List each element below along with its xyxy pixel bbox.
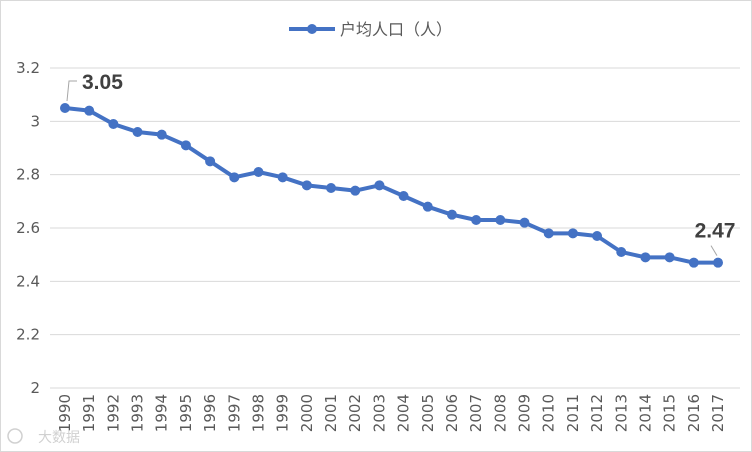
x-tick-label: 2002 xyxy=(346,394,364,432)
x-tick-label: 2005 xyxy=(419,394,437,432)
x-tick-label: 2003 xyxy=(370,394,388,432)
data-point[interactable] xyxy=(326,183,337,193)
x-tick-label: 2001 xyxy=(322,394,340,432)
data-label: 2.47 xyxy=(695,220,736,243)
data-point[interactable] xyxy=(180,140,191,151)
y-tick-label: 2.2 xyxy=(16,326,40,344)
y-tick-label: 3.2 xyxy=(16,59,40,77)
data-point[interactable] xyxy=(446,209,457,220)
x-tick-label: 2012 xyxy=(588,394,606,432)
data-point[interactable] xyxy=(350,185,361,196)
data-point[interactable] xyxy=(519,217,530,228)
data-point[interactable] xyxy=(374,180,385,191)
y-tick-label: 2 xyxy=(30,379,40,397)
x-tick-label: 1996 xyxy=(201,394,219,432)
y-axis-tick-labels: 2 2.2 2.4 2.6 2.8 3 3.2 xyxy=(16,59,40,397)
y-tick-label: 2.4 xyxy=(16,272,40,290)
x-tick-label: 2011 xyxy=(564,394,582,432)
x-tick-label: 2009 xyxy=(516,394,534,432)
x-tick-label: 1995 xyxy=(177,394,195,432)
data-point[interactable] xyxy=(301,180,312,191)
data-point[interactable] xyxy=(422,201,433,212)
x-tick-label: 2010 xyxy=(540,394,558,432)
data-label-leader xyxy=(710,245,718,256)
data-point[interactable] xyxy=(616,247,627,257)
data-label: 3.05 xyxy=(82,71,123,94)
data-point[interactable] xyxy=(471,215,482,225)
data-point[interactable] xyxy=(60,103,70,113)
x-axis-tick-labels: 1990 1991 1992 1993 1994 1995 1996 1997 1998 1999… xyxy=(56,394,727,432)
watermark-logo-icon xyxy=(7,428,23,444)
gridlines xyxy=(50,67,740,389)
x-tick-label: 1990 xyxy=(56,394,74,432)
legend[interactable]: 户均人口（人） xyxy=(289,20,452,39)
data-point[interactable] xyxy=(205,156,216,167)
x-tick-label: 1993 xyxy=(129,394,147,432)
data-point[interactable] xyxy=(398,191,409,201)
x-tick-label: 1994 xyxy=(153,394,171,432)
x-tick-label: 2007 xyxy=(467,394,485,432)
x-tick-label: 1999 xyxy=(274,394,292,432)
data-point[interactable] xyxy=(640,252,651,263)
data-point[interactable] xyxy=(253,167,264,177)
data-point[interactable] xyxy=(567,228,578,239)
y-tick-label: 3 xyxy=(30,112,40,130)
data-point[interactable] xyxy=(277,172,288,183)
x-tick-label: 1991 xyxy=(80,394,98,432)
x-tick-label: 2016 xyxy=(685,394,703,432)
data-point[interactable] xyxy=(108,119,119,129)
x-tick-label: 1992 xyxy=(104,394,122,432)
data-point[interactable] xyxy=(84,105,95,116)
x-tick-label: 1998 xyxy=(249,394,267,432)
x-tick-label: 2004 xyxy=(395,394,413,432)
data-point[interactable] xyxy=(495,215,506,225)
y-tick-label: 2.6 xyxy=(16,219,40,237)
x-tick-label: 2013 xyxy=(612,394,630,432)
legend-point-marker xyxy=(307,24,317,34)
watermark-text: 大数据 xyxy=(38,430,80,446)
watermark: 大数据 xyxy=(7,428,80,446)
series-line xyxy=(64,106,718,265)
data-label-leader xyxy=(66,80,77,102)
data-point[interactable] xyxy=(543,228,554,239)
x-tick-label: 2015 xyxy=(661,394,679,432)
data-point[interactable] xyxy=(688,257,699,268)
data-point[interactable] xyxy=(592,231,603,241)
data-point[interactable] xyxy=(229,172,240,183)
data-labels: 3.05 2.47 xyxy=(66,71,736,256)
data-point[interactable] xyxy=(664,252,675,263)
data-point[interactable] xyxy=(713,257,723,268)
data-point[interactable] xyxy=(156,129,167,140)
x-tick-label: 2008 xyxy=(491,394,509,432)
x-tick-label: 2014 xyxy=(636,394,654,432)
data-point[interactable] xyxy=(132,127,143,137)
series-line-group xyxy=(60,103,723,268)
x-tick-label: 1997 xyxy=(225,394,243,432)
x-tick-label: 2006 xyxy=(443,394,461,432)
y-tick-label: 2.8 xyxy=(16,166,40,184)
x-tick-label: 2000 xyxy=(298,394,316,432)
x-tick-label: 2017 xyxy=(709,394,727,432)
legend-label: 户均人口（人） xyxy=(340,20,452,39)
